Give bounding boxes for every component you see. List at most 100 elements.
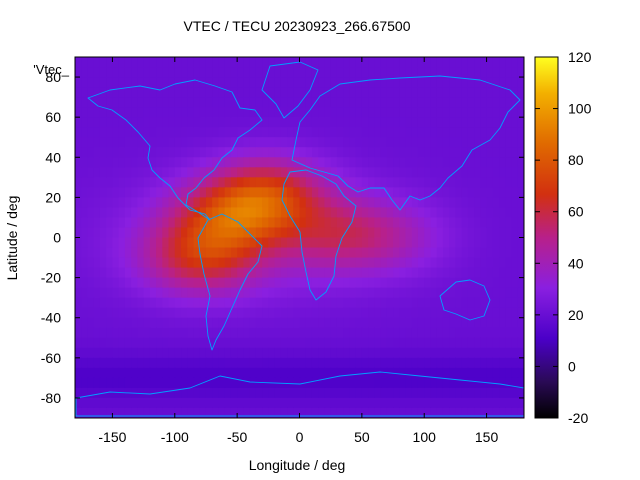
heatmap-cell: [181, 217, 188, 229]
heatmap-cell: [324, 377, 332, 389]
heatmap-cell: [455, 257, 463, 269]
heatmap-cell: [411, 87, 419, 98]
heatmap-cell: [205, 187, 213, 198]
heatmap-cell: [205, 167, 213, 178]
heatmap-cell: [393, 97, 400, 108]
heatmap-cell: [106, 347, 114, 359]
heatmap-cell: [511, 387, 519, 399]
heatmap-cell: [386, 297, 394, 309]
heatmap-cell: [461, 167, 469, 178]
heatmap-cell: [455, 287, 463, 299]
heatmap-cell: [424, 407, 432, 418]
heatmap-cell: [143, 157, 151, 168]
heatmap-cell: [218, 157, 226, 168]
heatmap-cell: [112, 207, 120, 219]
heatmap-cell: [374, 287, 382, 299]
heatmap-cell: [280, 267, 288, 279]
heatmap-cell: [93, 97, 101, 108]
heatmap-cell: [106, 247, 114, 259]
heatmap-cell: [330, 197, 338, 209]
heatmap-cell: [399, 287, 407, 299]
heatmap-cell: [499, 357, 506, 369]
heatmap-cell: [386, 247, 394, 259]
heatmap-cell: [324, 177, 332, 188]
heatmap-cell: [156, 157, 163, 168]
heatmap-cell: [93, 167, 101, 178]
heatmap-cell: [486, 357, 494, 369]
heatmap-cell: [112, 117, 120, 128]
heatmap-cell: [511, 107, 519, 118]
heatmap-cell: [249, 407, 257, 418]
heatmap-cell: [368, 297, 375, 309]
heatmap-cell: [162, 217, 170, 229]
heatmap-cell: [480, 197, 488, 209]
heatmap-cell: [324, 137, 332, 148]
heatmap-cell: [187, 167, 195, 178]
heatmap-cell: [187, 87, 195, 98]
heatmap-cell: [386, 177, 394, 188]
heatmap-cell: [218, 197, 226, 209]
heatmap-cell: [474, 297, 481, 309]
heatmap-cell: [174, 67, 182, 78]
heatmap-cell: [199, 267, 207, 279]
heatmap-cell: [262, 357, 269, 369]
heatmap-cell: [156, 187, 163, 198]
heatmap-cell: [149, 297, 157, 309]
heatmap-cell: [156, 207, 163, 219]
heatmap-cell: [393, 277, 400, 289]
heatmap-cell: [181, 227, 188, 239]
heatmap-cell: [81, 397, 89, 409]
heatmap-cell: [449, 77, 457, 88]
heatmap-cell: [212, 327, 220, 339]
heatmap-cell: [299, 67, 307, 78]
heatmap-cell: [218, 297, 226, 309]
heatmap-cell: [436, 327, 444, 339]
heatmap-cell: [112, 397, 120, 409]
heatmap-cell: [112, 237, 120, 249]
heatmap-cell: [467, 347, 475, 359]
heatmap-cell: [268, 127, 276, 138]
heatmap-cell: [318, 387, 326, 399]
heatmap-cell: [480, 77, 488, 88]
heatmap-cell: [480, 217, 488, 229]
heatmap-cell: [143, 257, 151, 269]
heatmap-cell: [262, 157, 269, 168]
heatmap-cell: [249, 67, 257, 78]
heatmap-cell: [424, 287, 432, 299]
heatmap-cell: [156, 257, 163, 269]
heatmap-cell: [499, 57, 506, 68]
heatmap-cell: [93, 107, 101, 118]
heatmap-cell: [237, 237, 244, 249]
heatmap-cell: [467, 187, 475, 198]
heatmap-cell: [274, 277, 282, 289]
heatmap-cell: [293, 277, 301, 289]
heatmap-cell: [336, 277, 344, 289]
heatmap-cell: [162, 137, 170, 148]
heatmap-cell: [87, 167, 95, 178]
heatmap-cell: [199, 147, 207, 158]
heatmap-cell: [181, 57, 188, 68]
heatmap-cell: [162, 117, 170, 128]
heatmap-cell: [461, 377, 469, 389]
heatmap-cell: [467, 327, 475, 339]
heatmap-cell: [299, 317, 307, 329]
heatmap-cell: [411, 397, 419, 409]
heatmap-cell: [305, 167, 313, 178]
heatmap-cell: [230, 117, 238, 128]
heatmap-cell: [181, 187, 188, 198]
heatmap-cell: [168, 277, 176, 289]
heatmap-cell: [156, 237, 163, 249]
heatmap-cell: [299, 247, 307, 259]
heatmap-cell: [268, 347, 276, 359]
heatmap-cell: [280, 337, 288, 349]
heatmap-cell: [399, 57, 407, 68]
heatmap-cell: [212, 247, 220, 259]
heatmap-cell: [449, 377, 457, 389]
heatmap-cell: [280, 57, 288, 68]
heatmap-cell: [205, 407, 213, 418]
heatmap-cell: [349, 67, 357, 78]
heatmap-cell: [311, 287, 319, 299]
heatmap-cell: [149, 137, 157, 148]
